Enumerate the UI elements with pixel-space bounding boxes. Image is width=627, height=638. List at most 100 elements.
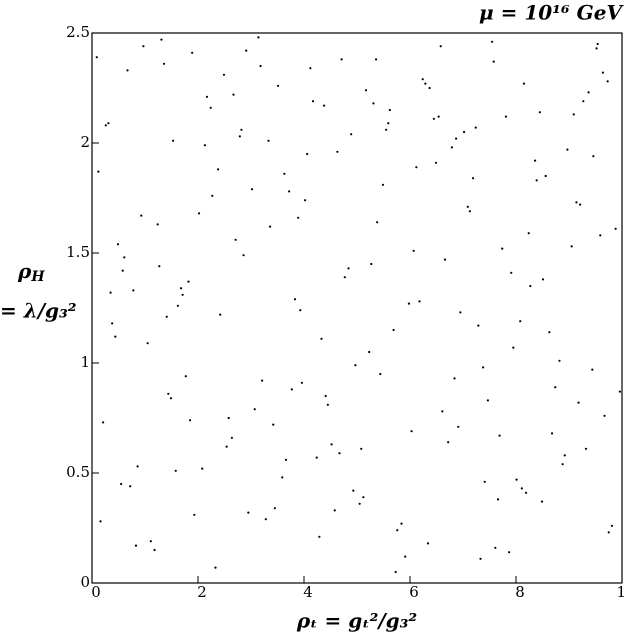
point	[333, 509, 336, 512]
point	[457, 425, 460, 428]
point	[99, 520, 102, 523]
point	[455, 137, 458, 140]
point	[267, 139, 270, 142]
point	[222, 73, 226, 76]
point	[126, 69, 129, 72]
point	[114, 335, 117, 338]
point	[492, 60, 495, 63]
point	[273, 507, 276, 510]
point	[524, 491, 528, 494]
point	[538, 111, 541, 114]
point	[140, 214, 143, 217]
point	[577, 401, 580, 404]
point	[323, 104, 326, 107]
point	[381, 183, 385, 186]
point	[174, 469, 177, 472]
point	[479, 557, 482, 560]
point	[486, 399, 490, 402]
point	[466, 205, 469, 208]
point	[214, 566, 217, 569]
x-tick-label: 6	[409, 583, 419, 601]
point	[575, 201, 578, 204]
point	[520, 487, 523, 490]
point	[491, 40, 494, 43]
point	[561, 463, 564, 466]
point	[601, 71, 605, 74]
point	[443, 258, 447, 261]
point	[462, 130, 466, 134]
x-tick-label: 4	[303, 583, 313, 601]
point	[407, 302, 411, 305]
point	[522, 82, 526, 85]
point	[527, 232, 530, 235]
point	[227, 416, 230, 420]
point	[410, 430, 413, 433]
point	[412, 249, 415, 252]
point	[225, 445, 228, 448]
point	[374, 58, 378, 61]
point	[354, 364, 357, 367]
point	[477, 324, 480, 327]
point	[104, 124, 107, 127]
point	[261, 379, 264, 382]
point	[471, 177, 475, 180]
point	[459, 311, 462, 314]
point	[400, 522, 403, 525]
point	[474, 126, 477, 129]
point	[379, 372, 382, 376]
point	[230, 436, 234, 439]
point	[482, 366, 485, 369]
point	[364, 89, 368, 92]
point	[264, 518, 267, 521]
point	[191, 51, 194, 54]
point	[428, 86, 431, 90]
point	[276, 84, 280, 87]
point	[326, 403, 329, 406]
point	[187, 280, 190, 283]
point	[592, 155, 595, 158]
point	[97, 170, 100, 173]
point	[288, 190, 291, 193]
point	[338, 452, 341, 455]
point	[424, 82, 427, 85]
point	[614, 227, 617, 230]
point	[387, 122, 390, 125]
point	[554, 386, 557, 389]
point	[268, 225, 272, 228]
point	[167, 392, 170, 395]
y-label-subscript: H	[30, 269, 45, 285]
point	[257, 36, 260, 39]
point	[217, 168, 220, 171]
point	[618, 390, 621, 393]
point	[284, 458, 288, 461]
point	[116, 243, 120, 246]
point	[232, 93, 235, 96]
point	[303, 199, 307, 202]
point	[120, 482, 123, 486]
point	[563, 454, 566, 457]
point	[548, 331, 551, 334]
point	[591, 368, 594, 371]
point	[396, 529, 399, 532]
point	[309, 67, 312, 70]
point	[209, 106, 212, 109]
point	[234, 238, 237, 241]
point	[315, 456, 318, 459]
point	[544, 174, 547, 178]
point	[550, 432, 554, 435]
point	[582, 100, 585, 103]
y-tick-label: 1.5	[66, 243, 90, 261]
point	[165, 315, 168, 318]
point	[468, 210, 471, 213]
point	[193, 513, 196, 516]
point	[320, 337, 323, 340]
point	[111, 322, 114, 325]
point	[132, 289, 135, 292]
point	[134, 544, 138, 547]
y-tick-label: 0	[80, 573, 90, 591]
point	[350, 133, 353, 136]
point	[153, 548, 156, 552]
point	[368, 350, 371, 354]
point	[347, 267, 350, 270]
